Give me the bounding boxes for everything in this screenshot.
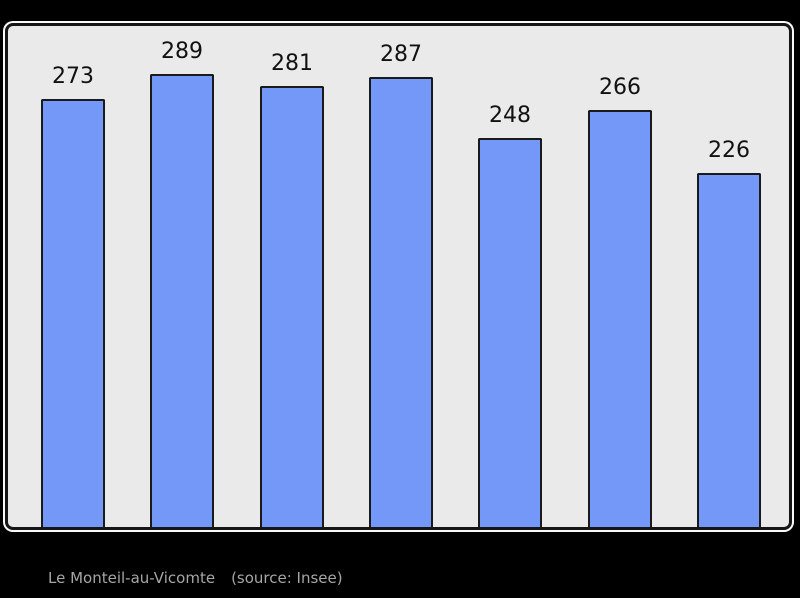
bar-column: 248 [478, 105, 542, 527]
bar-value-label: 281 [271, 51, 313, 76]
chart-caption: Le Monteil-au-Vicomte (source: Insee) [48, 569, 343, 588]
bar-value-label: 248 [489, 103, 531, 128]
bar [478, 138, 542, 527]
bar-column: 289 [150, 41, 214, 527]
bar-value-label: 273 [52, 64, 94, 89]
bar-column: 273 [41, 66, 105, 527]
bar [588, 110, 652, 527]
bar-column: 226 [697, 140, 761, 527]
plot-area: 273 289 281 287 248 266 226 [8, 26, 789, 527]
bar [41, 99, 105, 527]
bar-column: 281 [260, 53, 324, 527]
bar-column: 266 [588, 77, 652, 527]
bar [369, 77, 433, 527]
chart-frame: 273 289 281 287 248 266 226 [5, 23, 792, 530]
bar [260, 86, 324, 527]
bar [697, 173, 761, 527]
bar-column: 287 [369, 44, 433, 527]
bar-value-label: 287 [380, 42, 422, 67]
bar-value-label: 226 [708, 138, 750, 163]
caption-source-label: (source: Insee) [231, 569, 343, 587]
caption-commune-label: Le Monteil-au-Vicomte [48, 569, 216, 587]
bar-value-label: 266 [599, 75, 641, 100]
bar [150, 74, 214, 527]
bar-value-label: 289 [161, 39, 203, 64]
